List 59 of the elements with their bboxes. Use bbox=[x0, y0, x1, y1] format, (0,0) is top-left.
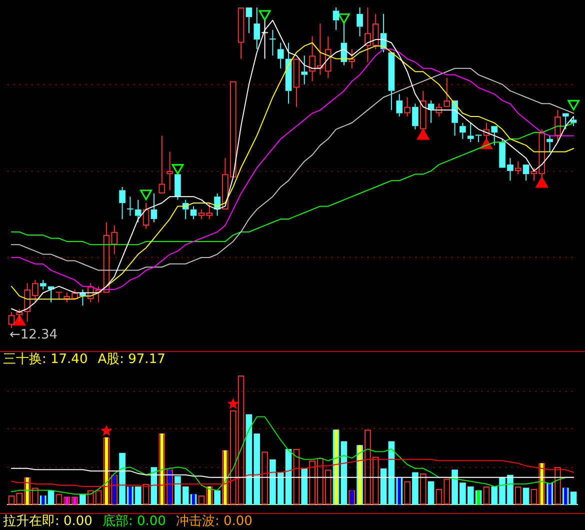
point bbox=[568, 100, 580, 110]
bar bbox=[404, 481, 410, 504]
point bbox=[338, 13, 350, 24]
candlestick bbox=[8, 312, 15, 328]
candlestick bbox=[514, 161, 522, 174]
candlestick bbox=[254, 8, 260, 50]
candlestick bbox=[119, 186, 126, 220]
candlestick bbox=[388, 52, 395, 110]
candlestick bbox=[467, 122, 474, 142]
candlestick bbox=[522, 164, 530, 181]
bar bbox=[554, 467, 561, 504]
candlestick bbox=[246, 8, 252, 34]
candlestick bbox=[356, 8, 363, 36]
bar bbox=[301, 468, 308, 504]
annotation: ←12.34 bbox=[9, 327, 58, 342]
candlestick bbox=[301, 56, 308, 84]
candlestick bbox=[404, 97, 410, 116]
bar bbox=[380, 468, 387, 504]
candlestick bbox=[127, 196, 134, 216]
candlestick bbox=[190, 206, 197, 220]
point bbox=[536, 177, 548, 188]
text: 冲击波: 0.00 bbox=[176, 514, 252, 529]
bar bbox=[412, 472, 418, 504]
candlestick bbox=[420, 90, 426, 130]
candlestick bbox=[150, 193, 158, 222]
text: 底部: 0.00 bbox=[102, 514, 166, 529]
candlestick bbox=[436, 104, 442, 116]
candlestick bbox=[483, 122, 490, 139]
candlestick bbox=[475, 134, 482, 142]
bar bbox=[262, 452, 268, 504]
bar bbox=[514, 486, 522, 504]
text: 拉升在即: 0.00 bbox=[3, 514, 92, 529]
candlestick bbox=[546, 136, 553, 152]
candlestick bbox=[444, 78, 450, 107]
bar bbox=[483, 486, 490, 504]
candlestick bbox=[158, 136, 166, 194]
candlestick bbox=[238, 8, 244, 59]
candlestick bbox=[174, 174, 181, 200]
candlestick bbox=[396, 94, 403, 116]
candlestick bbox=[40, 280, 46, 290]
bar bbox=[142, 484, 150, 504]
bar bbox=[293, 449, 300, 504]
candlestick bbox=[166, 152, 173, 190]
candlestick bbox=[460, 122, 466, 139]
bar bbox=[522, 488, 530, 504]
candlestick bbox=[142, 203, 150, 229]
bar bbox=[340, 441, 348, 504]
candlestick bbox=[332, 8, 340, 30]
candlestick bbox=[277, 42, 284, 68]
bar bbox=[420, 474, 426, 504]
text: A股: 97.17 bbox=[98, 352, 166, 367]
candlestick bbox=[293, 58, 300, 107]
bar bbox=[214, 490, 220, 504]
point bbox=[258, 10, 271, 21]
candlestick bbox=[56, 292, 62, 300]
text: 三十换: 17.40 bbox=[3, 352, 88, 367]
bar bbox=[428, 481, 434, 504]
bar bbox=[80, 494, 86, 504]
candlestick bbox=[412, 104, 418, 130]
